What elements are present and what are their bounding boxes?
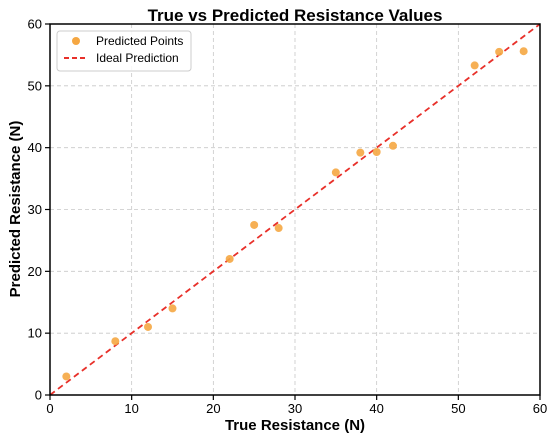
x-tick-label: 0 — [46, 401, 53, 416]
y-tick-label: 60 — [28, 17, 42, 32]
x-tick-label: 20 — [206, 401, 220, 416]
y-axis-ticks: 0 10 20 30 40 50 60 — [28, 17, 50, 403]
y-tick-label: 20 — [28, 264, 42, 279]
y-tick-label: 0 — [35, 388, 42, 403]
x-axis-ticks: 0 10 20 30 40 50 60 — [46, 395, 547, 416]
x-axis-label: True Resistance (N) — [225, 417, 365, 434]
chart-title: True vs Predicted Resistance Values — [148, 6, 443, 25]
x-tick-label: 10 — [124, 401, 138, 416]
data-point — [168, 304, 177, 313]
data-point — [389, 141, 397, 150]
y-tick-label: 50 — [28, 78, 42, 93]
data-point — [111, 337, 120, 346]
data-point — [495, 47, 504, 56]
data-point — [372, 147, 381, 156]
data-point — [62, 372, 71, 381]
data-point — [470, 61, 479, 70]
legend-marker-predicted-points — [72, 37, 80, 45]
y-tick-label: 30 — [28, 202, 42, 217]
y-tick-label: 10 — [28, 326, 42, 341]
x-tick-label: 30 — [288, 401, 302, 416]
data-point — [250, 220, 259, 229]
y-axis-label: Predicted Resistance (N) — [7, 121, 24, 298]
data-point — [356, 148, 365, 157]
legend: Predicted Points Ideal Prediction — [56, 30, 192, 72]
data-point — [274, 224, 283, 233]
data-point — [225, 254, 234, 263]
x-tick-label: 50 — [451, 401, 465, 416]
ideal-prediction-line — [49, 23, 541, 396]
data-point — [144, 322, 152, 331]
legend-label-predicted-points: Predicted Points — [96, 34, 183, 48]
legend-box — [56, 30, 192, 72]
ideal-prediction-series — [49, 23, 541, 396]
legend-label-ideal-prediction: Ideal Prediction — [96, 51, 179, 65]
y-tick-label: 40 — [28, 140, 42, 155]
data-point — [331, 168, 340, 177]
x-tick-label: 60 — [533, 401, 547, 416]
data-point — [519, 47, 528, 56]
x-tick-label: 40 — [369, 401, 383, 416]
predicted-points-series — [62, 47, 528, 381]
